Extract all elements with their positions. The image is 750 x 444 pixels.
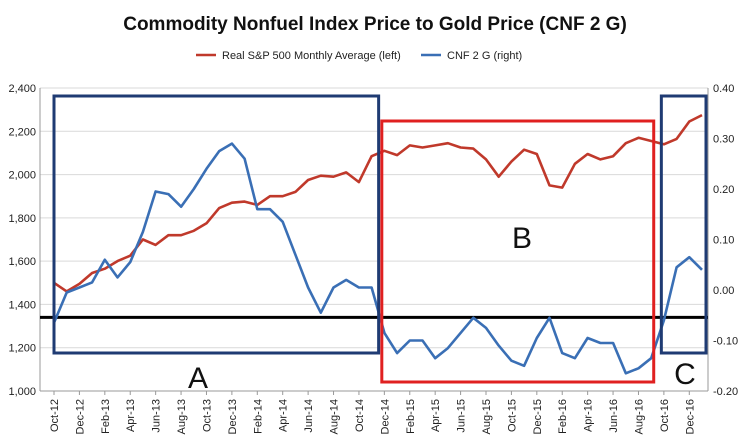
region-box-c xyxy=(659,94,708,355)
x-axis: Oct-12 Dec-12 Feb-13 Apr-13 Jun-13 Aug-13 Oct-… xyxy=(40,390,708,434)
x-tick-label: Oct-15 xyxy=(506,399,518,432)
gridlines xyxy=(40,87,708,392)
region-label-b: B xyxy=(512,222,532,255)
right-axis: -0.20 -0.10 0.00 0.10 0.20 0.30 0.40 xyxy=(707,83,738,398)
left-tick-label: 1,200 xyxy=(8,343,36,355)
right-tick-label: 0.40 xyxy=(713,83,734,95)
left-tick-label: 1,600 xyxy=(8,256,36,268)
x-tick-label: Dec-13 xyxy=(227,399,239,434)
right-tick-label: -0.10 xyxy=(713,336,738,348)
region-label-c: C xyxy=(674,358,696,391)
x-tick-label: Feb-16 xyxy=(557,399,569,434)
x-tick-label: Apr-15 xyxy=(430,399,442,432)
right-tick-label: -0.20 xyxy=(713,386,738,398)
right-tick-label: 0.30 xyxy=(713,134,734,146)
left-tick-label: 1,800 xyxy=(8,213,36,225)
right-tick-label: 0.20 xyxy=(713,184,734,196)
legend: Real S&P 500 Monthly Average (left) CNF 2… xyxy=(196,50,522,62)
right-tick-label: 0.00 xyxy=(713,285,734,297)
x-tick-label: Apr-14 xyxy=(278,399,290,432)
x-tick-label: Jun-16 xyxy=(608,399,620,433)
x-tick-label: Dec-12 xyxy=(74,399,86,434)
x-tick-label: Apr-16 xyxy=(583,399,595,432)
x-tick-label: Feb-13 xyxy=(100,399,112,434)
x-tick-label: Oct-16 xyxy=(659,399,671,432)
x-tick-label: Dec-15 xyxy=(532,399,544,434)
x-tick-label: Aug-15 xyxy=(481,399,493,434)
left-tick-label: 1,000 xyxy=(8,386,36,398)
region-box-b xyxy=(380,119,656,384)
x-tick-label: Oct-14 xyxy=(354,399,366,432)
x-tick-label: Feb-14 xyxy=(252,399,264,434)
x-tick-label: Dec-16 xyxy=(684,399,696,434)
region-label-a: A xyxy=(188,362,208,395)
x-tick-label: Aug-13 xyxy=(176,399,188,434)
region-boxes: A B C xyxy=(52,94,708,395)
x-tick-label: Apr-13 xyxy=(125,399,137,432)
region-box-a xyxy=(52,94,381,355)
x-tick-label: Oct-13 xyxy=(201,399,213,432)
left-tick-label: 1,400 xyxy=(8,299,36,311)
x-tick-label: Jun-15 xyxy=(456,399,468,433)
x-tick-label: Jun-13 xyxy=(151,399,163,433)
right-tick-label: 0.10 xyxy=(713,235,734,247)
left-tick-label: 2,400 xyxy=(8,83,36,95)
chart-title: Commodity Nonfuel Index Price to Gold Pr… xyxy=(123,14,627,35)
left-tick-label: 2,000 xyxy=(8,170,36,182)
x-tick-label: Dec-14 xyxy=(379,399,391,434)
x-tick-label: Oct-12 xyxy=(49,399,61,432)
x-tick-label: Feb-15 xyxy=(405,399,417,434)
x-tick-label: Aug-14 xyxy=(329,399,341,434)
legend-entry: CNF 2 G (right) xyxy=(447,50,522,62)
left-axis: 1,000 1,200 1,400 1,600 1,800 2,000 2,200 2,400 xyxy=(8,83,41,398)
x-tick-label: Aug-16 xyxy=(633,399,645,434)
legend-entry: Real S&P 500 Monthly Average (left) xyxy=(222,50,401,62)
left-tick-label: 2,200 xyxy=(8,126,36,138)
x-tick-label: Jun-14 xyxy=(303,399,315,433)
